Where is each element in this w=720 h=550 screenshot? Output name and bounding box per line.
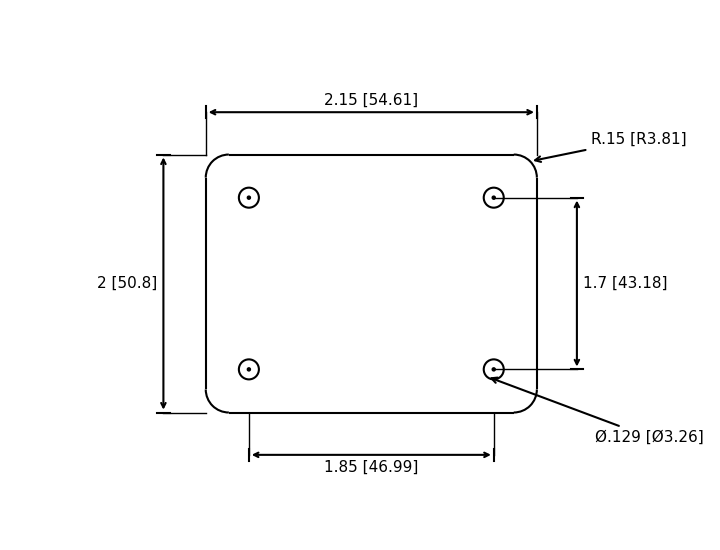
Text: 1.7 [43.18]: 1.7 [43.18] xyxy=(583,276,667,291)
Text: 1.85 [46.99]: 1.85 [46.99] xyxy=(324,459,418,475)
Text: 2.15 [54.61]: 2.15 [54.61] xyxy=(324,92,418,108)
Circle shape xyxy=(248,368,251,371)
Text: 2 [50.8]: 2 [50.8] xyxy=(97,276,157,291)
Circle shape xyxy=(248,196,251,199)
Text: R.15 [R3.81]: R.15 [R3.81] xyxy=(535,131,686,162)
Circle shape xyxy=(492,368,495,371)
Circle shape xyxy=(492,196,495,199)
Text: Ø.129 [Ø3.26]: Ø.129 [Ø3.26] xyxy=(492,378,703,444)
